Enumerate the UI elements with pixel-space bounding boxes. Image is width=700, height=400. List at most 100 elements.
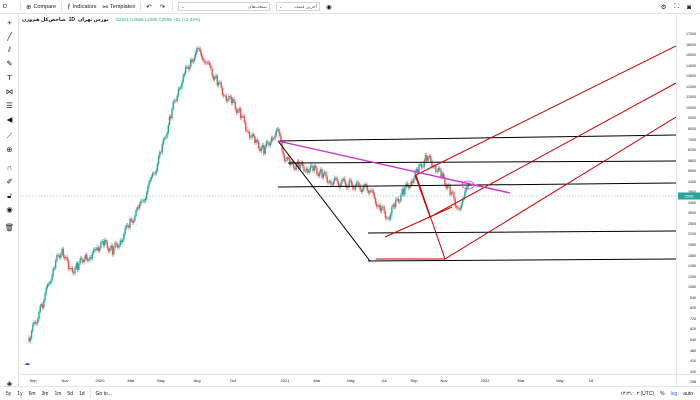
log-toggle[interactable]: log: [670, 391, 678, 397]
crosshair-tool[interactable]: +: [3, 17, 16, 28]
object-tree-tool[interactable]: ◈: [3, 378, 16, 389]
candle-body: [439, 168, 441, 171]
candle-body: [132, 220, 135, 223]
magnet-tool[interactable]: ∩: [3, 162, 16, 173]
templates-button[interactable]: ⚯ Templates: [100, 0, 139, 14]
range-5y[interactable]: 5y: [6, 390, 12, 397]
crosshair-icon: +: [7, 18, 12, 27]
compare-button[interactable]: ⊕ Compare: [23, 0, 59, 14]
candle-body: [442, 173, 445, 178]
candle-body: [259, 148, 261, 152]
candle-body: [97, 247, 100, 251]
symbol-search-button[interactable]: D: [0, 0, 18, 14]
candle-body: [398, 201, 401, 202]
layout-select[interactable]: ⌄ صنعت‌های: [178, 2, 270, 11]
candle-body: [289, 158, 291, 166]
price-chart[interactable]: [20, 15, 676, 374]
price-axis-label: 8000: [688, 126, 696, 131]
symbol-title: شاخص‌کل هم‌وزن: [22, 16, 66, 23]
range-1y[interactable]: 1y: [17, 390, 23, 397]
candle-body: [295, 165, 297, 170]
candle-body: [356, 182, 359, 183]
candle-body: [88, 259, 90, 261]
zoom-tool[interactable]: ⊕: [3, 144, 16, 155]
candle-body: [155, 170, 157, 174]
top-toolbar: D ⊕ Compare ƒ Indicators ⚯ Templates ↶ ↷…: [0, 0, 700, 14]
time-axis[interactable]: Sep Nov 2020 Mar May Aug Oct 2021 Mar May Jul Sep No…: [20, 374, 676, 386]
camera-button[interactable]: ◙: [684, 0, 696, 14]
price-axis-label: 10000: [686, 105, 696, 110]
candle-body: [29, 338, 32, 342]
candle-body: [82, 259, 84, 263]
goto-button[interactable]: Go to...: [95, 390, 112, 397]
candle-body: [147, 186, 149, 193]
lock-tool[interactable]: 🔓︎: [3, 190, 16, 201]
price-axis[interactable]: 17000 16000 15000 14000 13000 12000 11000 10000…: [676, 15, 700, 384]
visibility-button[interactable]: ◉: [323, 0, 337, 14]
candle-body: [45, 287, 47, 294]
undo-button[interactable]: ↶: [143, 0, 156, 14]
brush-tool[interactable]: ✎: [3, 58, 16, 69]
price-axis-label: 7000: [688, 137, 696, 142]
candle-body: [396, 198, 398, 200]
trendline: [277, 140, 511, 194]
remove-tool[interactable]: 🗑︎: [3, 222, 16, 233]
time-axis-label: Aug: [193, 378, 201, 383]
candle-body: [369, 191, 371, 193]
candle-body: [110, 245, 112, 249]
fullscreen-button[interactable]: ⛶: [672, 0, 685, 14]
candle-body: [102, 241, 105, 246]
auto-toggle[interactable]: auto: [683, 391, 693, 397]
text-tool[interactable]: T: [3, 72, 16, 83]
candle-body: [305, 168, 308, 171]
candle-body: [301, 162, 304, 167]
percent-toggle[interactable]: %: [660, 391, 665, 397]
range-1d[interactable]: 1d: [78, 390, 85, 397]
candle-body: [60, 254, 62, 258]
symbol-search-text: D: [3, 3, 7, 10]
drawing-mode-tool[interactable]: ✐: [3, 176, 16, 187]
redo-button[interactable]: ↷: [157, 0, 170, 14]
ruler-tool[interactable]: ⟋: [3, 130, 16, 141]
candle-body: [451, 192, 454, 193]
red-pitchfork-line: [384, 206, 453, 238]
candle-body: [201, 56, 204, 60]
trendline-icon: ╱: [7, 32, 12, 41]
candle-body: [383, 206, 385, 212]
fib-icon: ☰: [6, 101, 13, 110]
measure-tool[interactable]: ◀: [3, 114, 16, 125]
chevron-down-icon: ⌄: [279, 3, 283, 9]
candle-body: [382, 206, 384, 208]
candle-body: [343, 178, 346, 182]
price-axis-label: 1050: [688, 285, 696, 290]
candle-body: [115, 243, 118, 245]
settings-button[interactable]: ⚙: [658, 0, 672, 14]
price-axis-label: 5000: [688, 169, 696, 174]
tradingview-logo[interactable]: ☁: [24, 361, 30, 367]
candle-body: [269, 142, 272, 146]
channel-tool[interactable]: ⫽: [3, 44, 16, 55]
candle-body: [261, 144, 264, 148]
candle-body: [359, 185, 361, 190]
range-6m[interactable]: 6m: [28, 390, 36, 397]
timezone-label[interactable]: ۱۴:۳۱:۰۲ (UTC): [620, 391, 655, 397]
candle-body: [178, 88, 181, 90]
candle-body: [211, 68, 213, 76]
candle-body: [41, 304, 44, 308]
pattern-tool[interactable]: ⋈: [3, 86, 16, 97]
trendline-tool[interactable]: ╱: [3, 31, 16, 42]
time-axis-label: Oct: [229, 378, 237, 383]
range-5d[interactable]: 5d: [67, 390, 73, 397]
chevron-down-icon: ⌄: [181, 3, 185, 9]
candle-body: [370, 190, 372, 192]
hide-tool[interactable]: ◉: [3, 204, 16, 215]
candle-body: [105, 239, 107, 242]
fib-tool[interactable]: ☰: [3, 100, 16, 111]
price-select[interactable]: ⌄ آخرین قیمت: [276, 2, 320, 11]
candle-body: [104, 239, 106, 246]
indicators-button[interactable]: ƒ Indicators: [64, 0, 99, 14]
candle-body: [321, 169, 323, 178]
range-3m[interactable]: 3m: [41, 390, 49, 397]
range-1m[interactable]: 1m: [54, 390, 62, 397]
candle-body: [170, 116, 172, 119]
